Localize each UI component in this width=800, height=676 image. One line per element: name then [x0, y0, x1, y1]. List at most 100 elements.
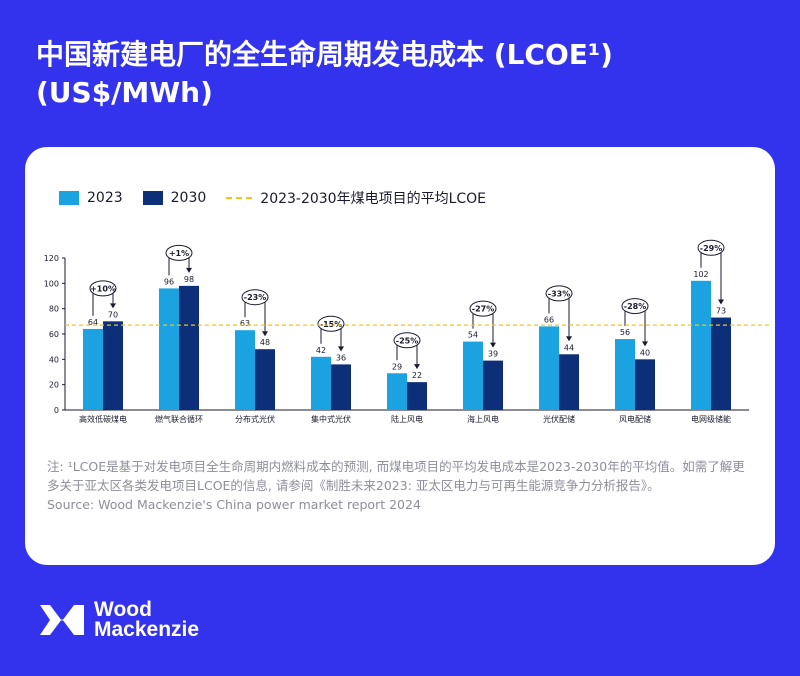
change-label: -28% [624, 302, 646, 311]
change-bubble [697, 239, 725, 256]
change-label: -29% [700, 244, 722, 253]
change-arrowhead [414, 364, 420, 370]
change-label: -27% [472, 305, 494, 314]
legend-label-average: 2023-2030年煤电项目的平均LCOE [260, 191, 487, 207]
bar-2030 [635, 359, 655, 410]
change-bubble [621, 298, 649, 315]
change-label: -23% [244, 293, 266, 302]
data-label-2030: 36 [336, 353, 346, 362]
y-tick-label: 80 [49, 305, 59, 314]
data-label-2023: 66 [544, 315, 554, 324]
change-arrowhead [338, 346, 344, 352]
data-label-2030: 22 [412, 371, 422, 380]
change-label: -33% [548, 289, 570, 298]
x-tick-label: 集中式光伏 [311, 414, 351, 424]
change-arrowhead [490, 342, 496, 348]
change-bubble [393, 332, 421, 349]
logo-line-2: Mackenzie [94, 618, 200, 641]
data-label-2023: 63 [240, 319, 250, 328]
x-tick-label: 电网级储能 [691, 414, 731, 424]
legend-swatch-2030 [142, 191, 163, 205]
footnote: 注: ¹LCOE是基于对发电项目全生命周期内燃料成本的预测, 而煤电项目的平均发… [47, 457, 757, 514]
x-tick-label: 海上风电 [467, 414, 499, 424]
change-label: -15% [320, 320, 342, 329]
x-tick-label: 分布式光伏 [235, 414, 275, 424]
change-arrowhead [566, 336, 572, 342]
y-tick-label: 0 [54, 406, 59, 415]
bar-2030 [711, 317, 731, 410]
bar-2030 [255, 349, 275, 410]
legend-item-average: 2023-2030年煤电项目的平均LCOE [226, 188, 486, 208]
bar-2023 [159, 288, 179, 410]
wood-mackenzie-logo-icon [40, 605, 84, 635]
change-bubble [165, 244, 193, 261]
bar-2023 [83, 328, 103, 410]
change-bubble [469, 300, 497, 317]
bar-2023 [539, 326, 559, 410]
change-arrowhead [642, 341, 648, 347]
legend-swatch-2023 [59, 191, 79, 205]
data-label-2030: 40 [640, 348, 650, 357]
change-arrowhead [110, 303, 116, 309]
legend-label-2030: 2030 [170, 190, 207, 206]
source-text: Source: Wood Mackenzie's China power mar… [47, 497, 421, 512]
data-label-2030: 98 [184, 275, 194, 284]
chart-legend: 2023 2030 2023-2030年煤电项目的平均LCOE [59, 188, 506, 208]
bar-2030 [103, 321, 123, 410]
change-arrowhead [186, 267, 192, 273]
bar-2023 [691, 280, 711, 410]
change-bubble [317, 315, 345, 332]
change-bubble [89, 280, 117, 297]
data-label-2030: 39 [488, 350, 498, 359]
change-bubble [545, 285, 573, 302]
logo-line-1: Wood [94, 598, 152, 621]
chart-card: 2023 2030 2023-2030年煤电项目的平均LCOE 0 20 40 60 8… [25, 147, 775, 565]
logo-wordmark: Wood Mackenzie [94, 598, 200, 641]
change-bubble [241, 289, 269, 306]
x-tick-label: 风电配储 [619, 414, 651, 424]
data-label-2023: 96 [164, 277, 174, 286]
data-label-2023: 54 [468, 331, 478, 340]
page-title: 中国新建电厂的全生命周期发电成本 (LCOE¹) (US$/MWh) [36, 38, 613, 109]
legend-item-2023: 2023 [59, 190, 123, 206]
bar-2023 [615, 339, 635, 410]
x-tick-label: 陆上风电 [391, 414, 423, 424]
bar-2030 [331, 364, 351, 410]
legend-dash-average [226, 197, 253, 199]
bar-2023 [463, 341, 483, 410]
x-tick-label: 高效低碳煤电 [79, 414, 127, 424]
footnote-text: 注: ¹LCOE是基于对发电项目全生命周期内燃料成本的预测, 而煤电项目的平均发… [47, 459, 745, 493]
change-label: -25% [396, 336, 418, 345]
change-label: +10% [90, 284, 116, 293]
change-arrowhead [262, 331, 268, 337]
change-label: +1% [169, 249, 189, 258]
bar-2023 [387, 373, 407, 410]
legend-label-2023: 2023 [87, 190, 123, 206]
data-label-2023: 42 [316, 346, 326, 355]
bar-2023 [311, 356, 331, 410]
bar-2030 [407, 382, 427, 410]
y-tick-label: 120 [44, 254, 59, 263]
change-arrowhead [718, 299, 724, 305]
x-tick-label: 光伏配储 [543, 414, 575, 424]
data-label-2023: 102 [693, 270, 708, 279]
bar-2023 [235, 330, 255, 410]
data-label-2030: 70 [108, 310, 118, 319]
data-label-2023: 29 [392, 362, 402, 371]
data-label-2030: 73 [716, 307, 726, 316]
x-tick-label: 燃气联合循环 [155, 414, 203, 424]
bar-2030 [483, 360, 503, 410]
bar-chart: 0 20 40 60 80 100 120 64 70 高效低碳煤电 +10% 96 98 燃气联合循环 +… [44, 239, 769, 424]
data-label-2023: 56 [620, 328, 630, 337]
bar-2030 [559, 354, 579, 410]
y-tick-label: 20 [49, 381, 59, 390]
y-tick-label: 100 [44, 279, 59, 288]
data-label-2023: 64 [88, 318, 98, 327]
data-label-2030: 44 [564, 343, 574, 352]
y-tick-label: 40 [49, 355, 59, 364]
wood-mackenzie-logo: Wood Mackenzie [40, 598, 200, 641]
legend-item-2030: 2030 [142, 190, 207, 206]
y-tick-label: 60 [49, 330, 59, 339]
bar-2030 [179, 285, 199, 410]
data-label-2030: 48 [260, 338, 270, 347]
